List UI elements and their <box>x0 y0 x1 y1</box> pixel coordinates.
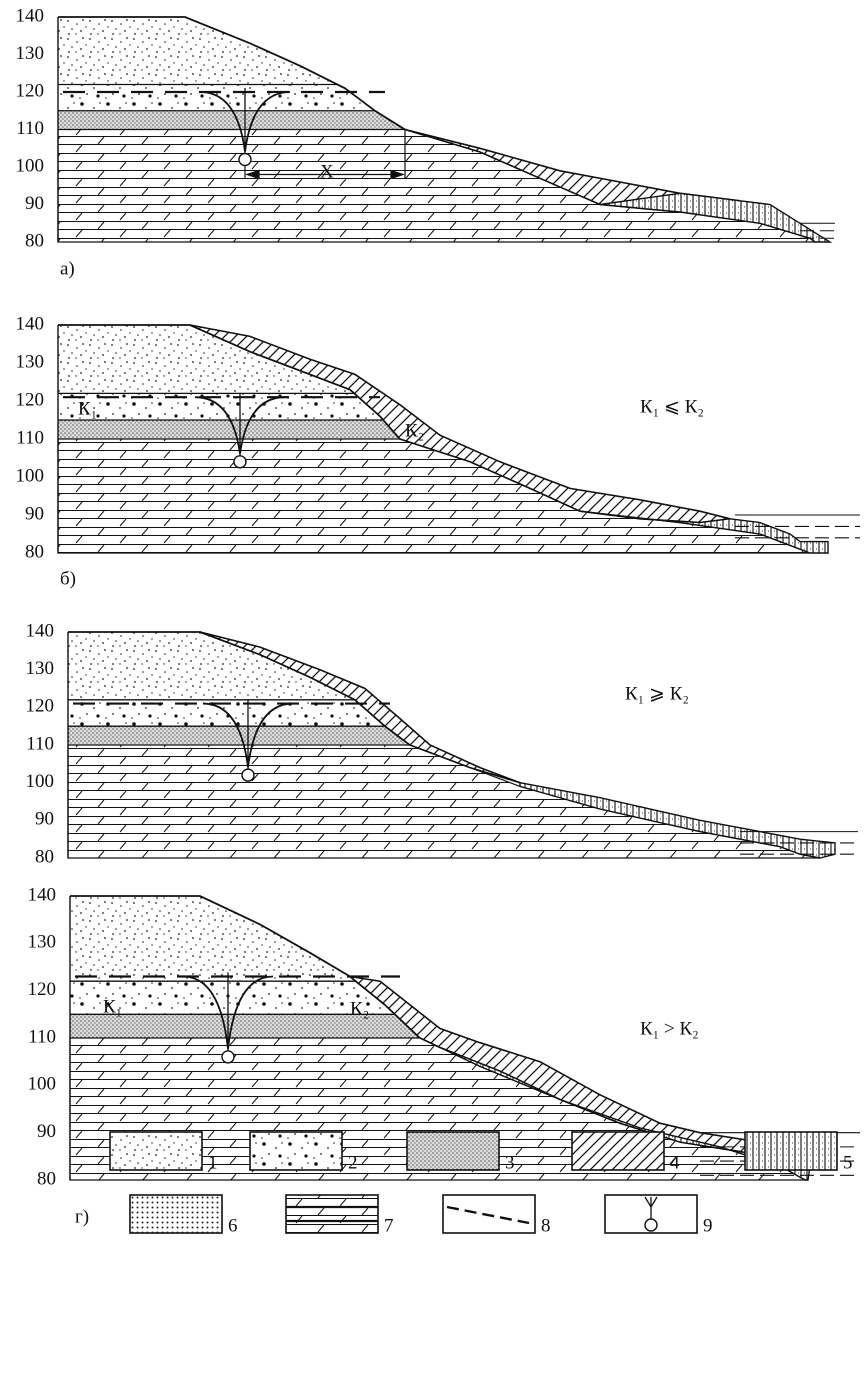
layer-3 <box>70 1014 420 1038</box>
annotation: К₂ <box>405 420 424 441</box>
legend-swatch <box>744 1131 838 1171</box>
colluvium-5 <box>519 781 836 859</box>
y-tick-label: 90 <box>35 809 54 830</box>
cross-section: 140 130 120 110 100 90 80 б) К₁ К₂ К₁ ⩽ К₂ <box>16 313 860 589</box>
annotation: К₁ > К₂ <box>640 1018 699 1039</box>
y-tick-label: 90 <box>25 503 44 524</box>
y-tick-label: 80 <box>25 541 44 562</box>
cross-section: 140 130 120 110 100 90 80 г) К₁ К₂ К₁ > К₂ <box>28 884 860 1227</box>
legend-label: 4 <box>670 1152 680 1173</box>
legend-label: 1 <box>208 1152 218 1173</box>
layer-1 <box>58 17 405 85</box>
limestone <box>67 744 821 859</box>
y-tick-label: 130 <box>16 351 45 372</box>
legend-swatch <box>249 1131 343 1171</box>
layer-3 <box>58 110 405 130</box>
layer-3 <box>58 420 400 439</box>
y-tick-label: 100 <box>16 155 45 176</box>
legend-label: 7 <box>384 1215 394 1236</box>
y-tick-label: 130 <box>28 932 57 953</box>
annotation: X <box>320 161 334 182</box>
legend-dash <box>446 1205 530 1225</box>
y-tick-label: 120 <box>28 979 57 1000</box>
panel-label: а) <box>60 258 75 279</box>
annotation: К₁ ⩽ К₂ <box>640 396 704 417</box>
y-tick-label: 80 <box>35 846 54 867</box>
legend-swatch <box>109 1131 203 1171</box>
legend-swatch <box>571 1131 665 1171</box>
distance-arrow <box>245 169 405 180</box>
legend-well-mark <box>644 1196 658 1209</box>
annotation: К₂ <box>350 998 369 1019</box>
sand-layers <box>58 17 405 130</box>
legend-label: 2 <box>348 1152 358 1173</box>
y-tick-label: 90 <box>25 193 44 214</box>
well-filter <box>221 1050 235 1064</box>
well-filter <box>241 768 255 782</box>
legend-label: 6 <box>228 1215 238 1236</box>
annotation: К₁ <box>78 398 97 419</box>
legend-well-filter <box>644 1218 658 1232</box>
y-tick-label: 100 <box>26 771 55 792</box>
y-tick-label: 140 <box>16 5 45 26</box>
layer-1 <box>70 896 420 982</box>
y-tick-label: 110 <box>16 427 44 448</box>
limestone <box>57 128 817 243</box>
y-tick-label: 100 <box>28 1074 57 1095</box>
legend-swatch <box>129 1194 223 1234</box>
y-tick-label: 140 <box>28 884 57 905</box>
limestone <box>57 438 811 554</box>
panel-label: б) <box>60 568 76 589</box>
y-tick-label: 110 <box>26 733 54 754</box>
y-tick-label: 140 <box>16 313 45 334</box>
well-filter <box>238 152 252 167</box>
sand-surface <box>58 16 406 131</box>
legend: 1 2 3 4 5 6 7 8 9 <box>109 1131 853 1236</box>
y-tick-label: 90 <box>37 1121 56 1142</box>
layer-3 <box>68 726 410 745</box>
annotation: К₁ ⩾ К₂ <box>625 683 689 704</box>
annotation: К₁ <box>103 996 122 1017</box>
y-tick-label: 120 <box>26 696 55 717</box>
layer-2 <box>58 84 405 111</box>
colluvium-5 <box>579 510 829 554</box>
cross-section: 140 130 120 110 100 90 80 а) X <box>16 5 835 279</box>
y-tick-label: 100 <box>16 465 45 486</box>
panel-label: г) <box>75 1206 89 1227</box>
panels: 140 130 120 110 100 90 80 а) X 140 130 120 110 100 90 8… <box>16 5 860 1227</box>
y-tick-label: 80 <box>25 230 44 251</box>
colluvium-5 <box>599 192 833 243</box>
y-tick-label: 110 <box>16 118 44 139</box>
y-tick-label: 130 <box>26 658 55 679</box>
legend-label: 5 <box>843 1152 853 1173</box>
legend-swatch <box>406 1131 500 1171</box>
y-tick-label: 120 <box>16 80 45 101</box>
y-tick-label: 110 <box>28 1026 56 1047</box>
y-tick-label: 120 <box>16 389 45 410</box>
legend-swatch <box>285 1194 379 1234</box>
y-tick-label: 140 <box>26 620 55 641</box>
y-tick-label: 130 <box>16 43 45 64</box>
legend-label: 8 <box>541 1215 551 1236</box>
cross-section: 1401301201101009080в)К₁ ⩾ К₂ <box>26 620 858 914</box>
legend-label: 3 <box>505 1152 515 1173</box>
well-filter <box>233 455 247 469</box>
y-tick-label: 80 <box>37 1168 56 1189</box>
legend-label: 9 <box>703 1215 713 1236</box>
